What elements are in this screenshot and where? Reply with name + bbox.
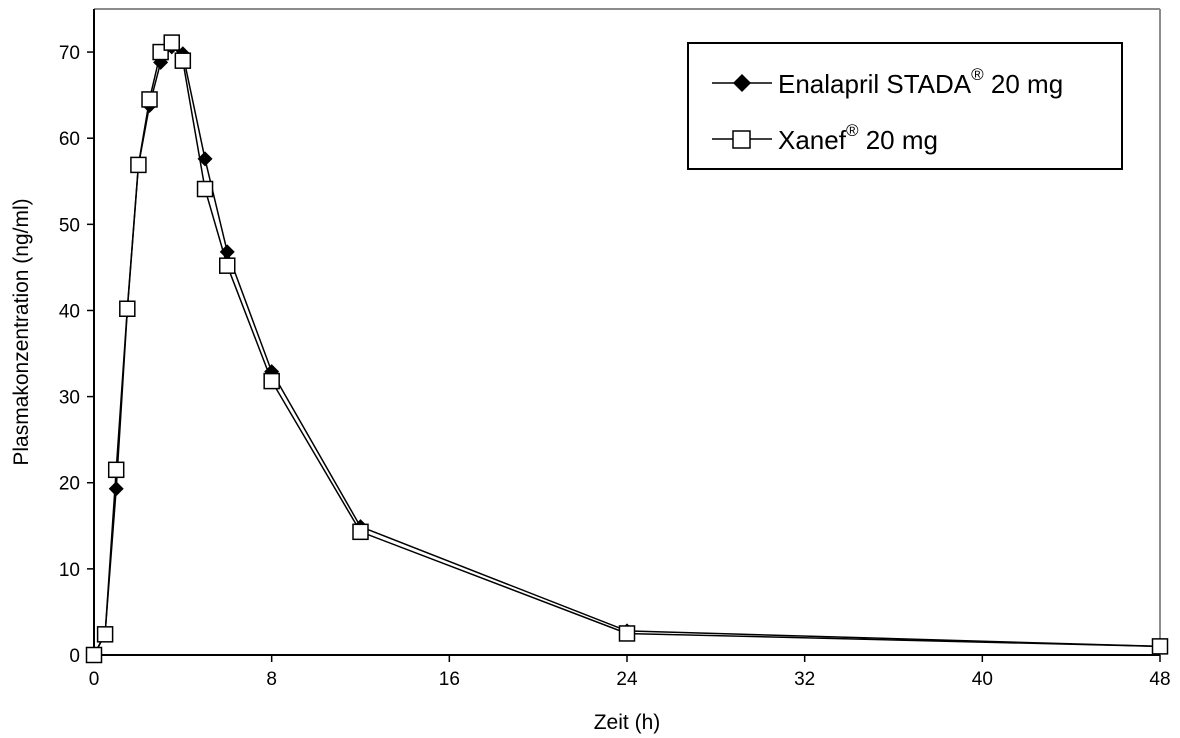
legend-box	[687, 42, 1123, 170]
data-point-xanef	[196, 180, 214, 198]
data-point-xanef	[263, 372, 280, 390]
x-tick-label: 48	[1149, 669, 1170, 690]
y-tick-label: 50	[59, 215, 80, 236]
data-point-xanef	[163, 34, 180, 51]
plot-area	[94, 8, 1161, 655]
data-point-xanef	[119, 300, 136, 317]
data-point-xanef	[107, 461, 125, 479]
data-point-xanef	[1151, 638, 1169, 655]
y-tick-label: 10	[59, 560, 80, 581]
y-tick-label: 30	[59, 388, 80, 409]
x-tick-label: 0	[89, 669, 100, 690]
data-point-xanef	[352, 523, 369, 541]
tick-labels: 0 8 16 24 32 40 48 0 10 20 30 40 50 60 70	[59, 43, 1171, 690]
data-point-xanef	[141, 91, 158, 108]
y-axis-title: Plasmakonzentration (ng/ml)	[10, 198, 33, 465]
y-tick-label: 60	[59, 129, 80, 150]
y-tick-label: 40	[59, 301, 80, 322]
y-tick-label: 70	[59, 43, 80, 64]
legend-entry-enalapril: Enalapril STADA® 20 mg	[712, 65, 1063, 99]
legend-label-enalapril: Enalapril STADA® 20 mg	[778, 65, 1063, 99]
x-tick-label: 8	[266, 669, 277, 690]
y-tick-label: 0	[69, 646, 80, 667]
data-point-xanef	[130, 156, 147, 174]
data-point-enalapril	[108, 481, 124, 497]
legend-entry-xanef: Xanef® 20 mg	[712, 121, 938, 155]
data-point-enalapril	[197, 151, 213, 167]
data-point-enalapril	[219, 244, 235, 260]
x-tick-label: 32	[794, 669, 815, 690]
x-tick-label: 16	[439, 669, 460, 690]
data-point-xanef	[219, 257, 236, 274]
x-tick-label: 24	[616, 669, 638, 690]
data-point-xanef	[85, 646, 103, 664]
data-point-xanef	[174, 52, 192, 69]
legend-marker-xanef	[732, 130, 751, 149]
x-axis-title: Zeit (h)	[594, 711, 661, 734]
legend-label-xanef: Xanef® 20 mg	[778, 121, 938, 155]
y-tick-label: 20	[59, 474, 80, 495]
series-markers	[85, 34, 1169, 664]
legend: Enalapril STADA® 20 mg Xanef® 20 mg	[687, 42, 1123, 170]
x-tick-label: 40	[972, 669, 993, 690]
data-point-xanef	[96, 626, 114, 643]
data-point-xanef	[618, 625, 636, 642]
legend-marker-enalapril	[733, 74, 751, 92]
